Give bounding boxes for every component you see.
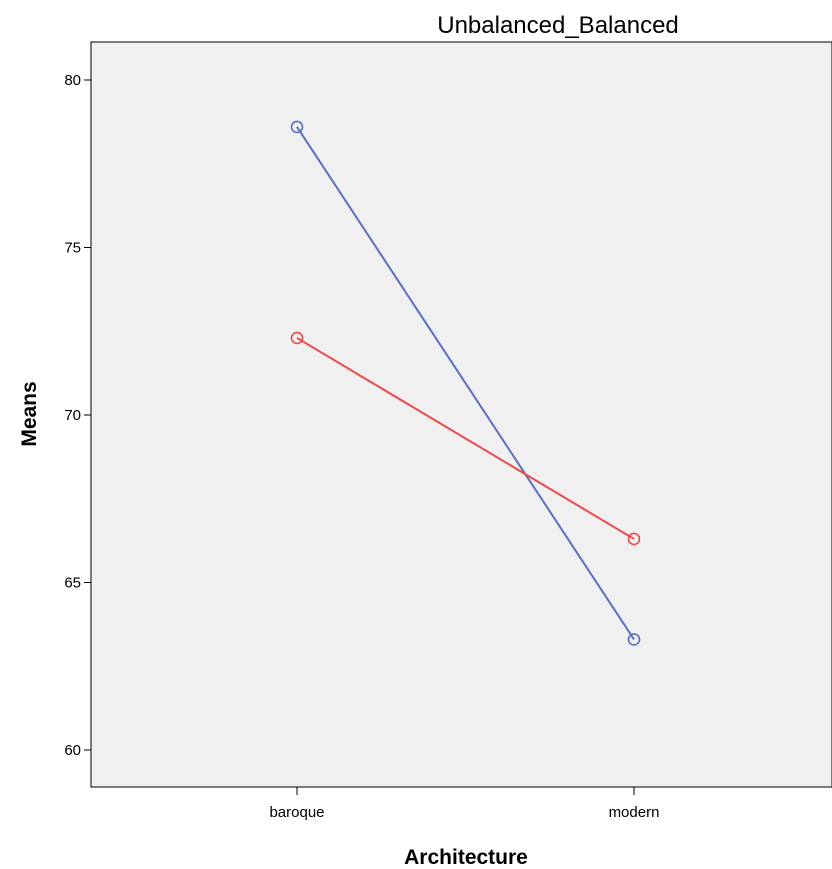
y-tick-label: 70 (64, 407, 81, 424)
y-tick-label: 65 (64, 575, 81, 592)
x-axis-title: Architecture (404, 846, 528, 869)
y-tick-label: 60 (64, 742, 81, 759)
y-axis-title: Means (18, 381, 41, 446)
y-tick-label: 75 (64, 240, 81, 257)
x-tick-label: baroque (269, 804, 324, 821)
series-line (296, 126, 635, 640)
series-1 (290, 120, 641, 646)
y-tick-label: 80 (64, 72, 81, 89)
x-tick-label: modern (609, 804, 660, 821)
series-2 (290, 331, 641, 546)
data-point-marker (290, 120, 304, 134)
chart-title: Unbalanced_Balanced (437, 12, 679, 39)
plot-area (90, 41, 832, 788)
data-point-marker (290, 331, 304, 345)
series-layer (290, 120, 641, 646)
axis-ticks: 60 65 70 75 80 baroque modern (64, 72, 659, 821)
data-point-marker (627, 532, 641, 546)
series-line (296, 337, 635, 540)
data-point-marker (627, 633, 641, 646)
